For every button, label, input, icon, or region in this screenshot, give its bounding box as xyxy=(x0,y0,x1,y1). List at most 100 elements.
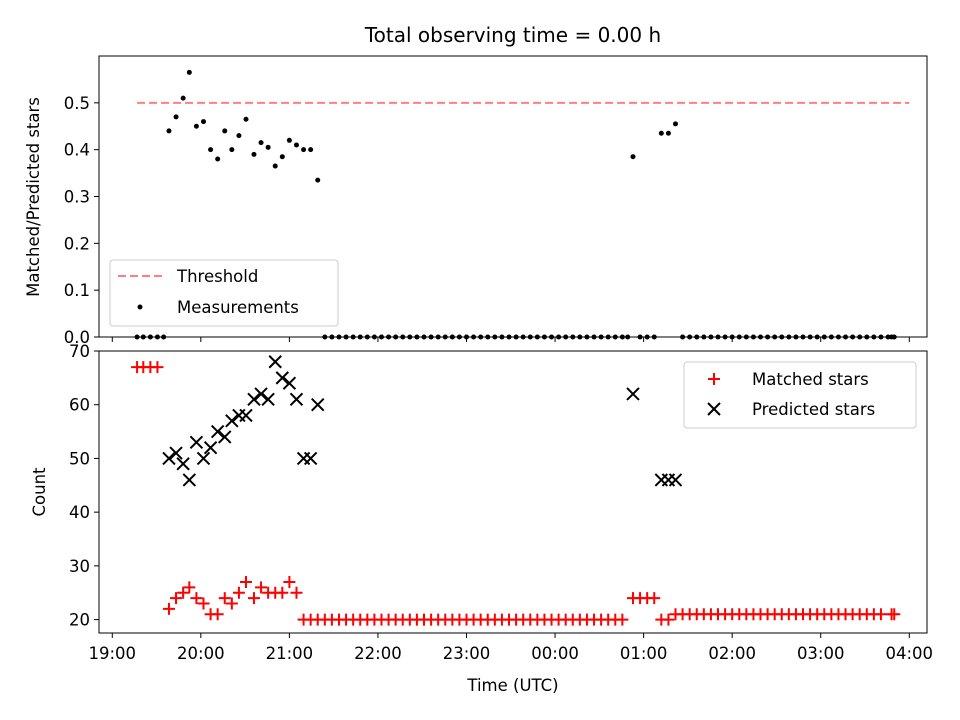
matched-star-point xyxy=(190,592,203,605)
predicted-star-point xyxy=(282,376,297,390)
predicted-star-point xyxy=(239,408,253,423)
measurement-point xyxy=(301,147,307,153)
x-tick-label: 21:00 xyxy=(266,644,314,663)
predicted-star-point xyxy=(261,392,275,407)
measurement-point xyxy=(173,114,179,120)
matched-star-point xyxy=(283,575,296,588)
predicted-star-point xyxy=(668,473,683,487)
matched-stars-series xyxy=(131,361,901,626)
measurement-point xyxy=(243,116,249,122)
x-tick-label: 03:00 xyxy=(797,644,845,663)
predicted-star-point xyxy=(311,398,325,412)
predicted-stars-legend-swatch xyxy=(707,402,721,416)
measurement-point xyxy=(673,121,679,127)
x-tick-label: 00:00 xyxy=(531,644,579,663)
y-tick-label: 70 xyxy=(69,342,90,361)
predicted-star-point xyxy=(247,392,261,407)
measurements-legend-label: Measurements xyxy=(177,298,299,317)
ratio-legend-box xyxy=(109,259,339,327)
ratio-y-axis-label: Matched/Predicted stars xyxy=(24,97,43,297)
chart-title: Total observing time = 0.00 h xyxy=(364,23,661,47)
ratio-y-axis: 0.0 0.1 0.2 0.3 0.4 0.5 xyxy=(64,94,99,347)
measurement-point xyxy=(229,147,235,153)
predicted-star-point xyxy=(275,371,290,385)
predicted-star-point xyxy=(196,451,211,466)
count-x-axis: 19:00 20:00 21:00 22:00 23:00 00:00 01:00 02:00… xyxy=(89,633,934,663)
matched-star-point xyxy=(151,361,164,374)
ratio-legend: Threshold Measurements xyxy=(109,259,339,327)
predicted-star-point xyxy=(189,435,204,450)
matched-stars-legend-label: Matched stars xyxy=(752,370,869,389)
x-tick-label: 04:00 xyxy=(886,644,934,663)
count-legend-box xyxy=(683,361,917,429)
matched-star-point xyxy=(162,602,175,615)
y-tick-label: 0.3 xyxy=(64,188,90,207)
measurement-point xyxy=(193,123,199,129)
measurement-point xyxy=(180,95,186,101)
matched-star-point xyxy=(232,586,245,599)
y-tick-label: 30 xyxy=(69,557,90,576)
measurement-point xyxy=(315,177,321,183)
measurement-point xyxy=(258,140,264,146)
measurement-point xyxy=(236,133,242,139)
matched-star-point xyxy=(290,586,303,599)
predicted-star-point xyxy=(626,387,640,401)
matched-star-point xyxy=(183,581,196,594)
predicted-star-point xyxy=(303,451,318,466)
measurement-point xyxy=(279,154,285,160)
count-plot-area xyxy=(131,355,901,626)
x-tick-label: 23:00 xyxy=(443,644,491,663)
measurement-point xyxy=(665,130,671,136)
y-tick-label: 40 xyxy=(69,503,90,522)
matched-star-point xyxy=(616,613,629,626)
measurement-point xyxy=(308,147,314,153)
measurement-point xyxy=(200,119,206,125)
matched-star-point xyxy=(170,592,183,605)
measurement-point xyxy=(286,137,292,143)
x-axis-label: Time (UTC) xyxy=(466,676,558,695)
predicted-star-point xyxy=(268,355,282,369)
measurement-point xyxy=(630,154,636,160)
measurements-series xyxy=(134,69,897,340)
measurement-point xyxy=(658,130,664,136)
predicted-star-point xyxy=(182,473,197,487)
y-tick-label: 0.1 xyxy=(64,281,90,300)
measurement-point xyxy=(208,147,214,153)
measurement-point xyxy=(293,142,299,148)
matched-star-point xyxy=(211,608,224,621)
predicted-star-point xyxy=(162,451,176,466)
predicted-stars-legend-label: Predicted stars xyxy=(752,400,875,419)
measurement-point xyxy=(251,151,257,157)
count-axes-frame xyxy=(98,350,928,634)
measurement-point xyxy=(166,128,172,134)
y-tick-label: 60 xyxy=(69,396,90,415)
x-tick-label: 01:00 xyxy=(620,644,668,663)
matched-star-point xyxy=(247,592,260,605)
matched-star-point xyxy=(218,592,231,605)
count-y-axis: 20 30 40 50 60 70 xyxy=(69,342,99,630)
y-tick-label: 0.4 xyxy=(64,141,90,160)
measurement-point xyxy=(265,144,271,150)
matched-star-point xyxy=(662,613,675,626)
predicted-star-point xyxy=(254,387,268,401)
matched-star-point xyxy=(874,608,887,621)
count-legend: Matched stars Predicted stars xyxy=(683,361,917,429)
x-tick-label: 20:00 xyxy=(177,644,225,663)
ratio-panel: 0.0 0.1 0.2 0.3 0.4 0.5 Matched/Predicted sta… xyxy=(24,55,928,347)
matched-star-point xyxy=(276,586,289,599)
matched-star-point xyxy=(240,575,253,588)
measurement-point xyxy=(186,69,192,75)
x-tick-label: 22:00 xyxy=(354,644,402,663)
predicted-star-point xyxy=(169,446,183,460)
y-tick-label: 50 xyxy=(69,449,90,468)
y-tick-label: 0.0 xyxy=(64,328,90,347)
threshold-legend-label: Threshold xyxy=(176,267,258,286)
y-tick-label: 20 xyxy=(69,611,90,630)
predicted-star-point xyxy=(225,414,239,428)
predicted-stars-series xyxy=(162,355,683,487)
x-tick-label: 19:00 xyxy=(89,644,137,663)
measurement-point xyxy=(215,156,221,162)
measurements-legend-swatch xyxy=(137,304,143,310)
y-tick-label: 0.2 xyxy=(64,234,90,253)
